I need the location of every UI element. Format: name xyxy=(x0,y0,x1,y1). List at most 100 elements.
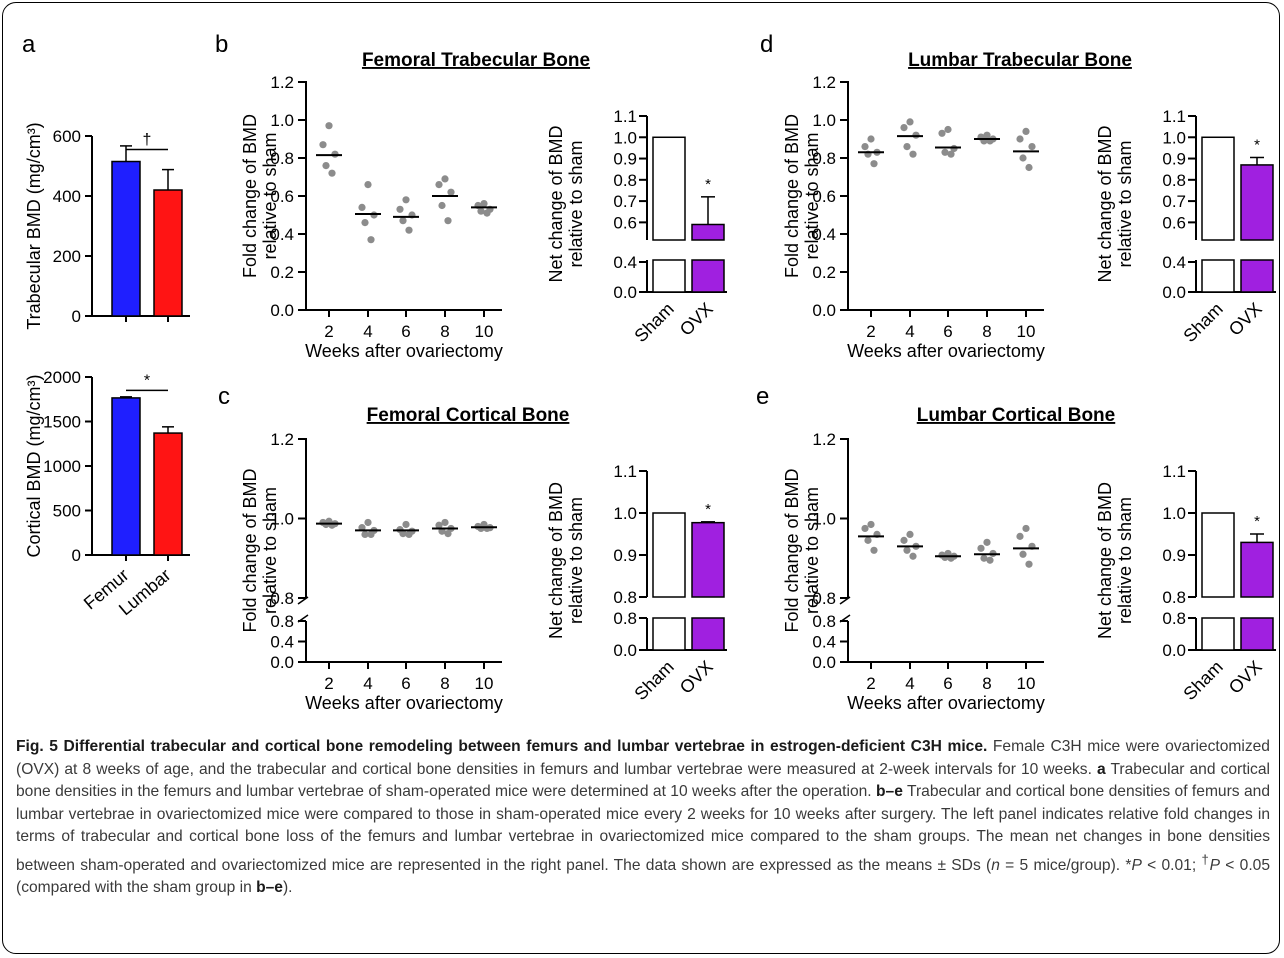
d-net-xtick-label-sham: Sham xyxy=(1179,299,1226,346)
d-scatter-point xyxy=(1028,143,1036,151)
a-top-ytick-label: 400 xyxy=(53,187,81,206)
e-scatter-point xyxy=(983,538,991,546)
b-net-ytick-label: 0.6 xyxy=(613,213,637,232)
b-scatter-ytick-label: 1.0 xyxy=(270,111,294,130)
b-scatter-ytick-label: 1.2 xyxy=(270,73,294,92)
e-scatter-title: Lumbar Cortical Bone xyxy=(917,405,1115,426)
e-net-ytick-label: 0.8 xyxy=(1162,609,1186,628)
c-net-xtick-label-sham: Sham xyxy=(630,657,677,704)
b-scatter-xtick-label: 10 xyxy=(475,322,494,341)
e-net-bar-sham-upper xyxy=(1201,512,1235,598)
b-scatter-ytick-label: 0.2 xyxy=(270,263,294,282)
d-scatter-xtick-label: 2 xyxy=(866,322,875,341)
d-net-ytick-label: 0.0 xyxy=(1162,283,1186,302)
b-scatter-point xyxy=(435,181,443,189)
c-scatter-xtick-label: 6 xyxy=(401,674,410,693)
e-scatter-xtick-label: 2 xyxy=(866,674,875,693)
e-scatter-xtick-label: 6 xyxy=(943,674,952,693)
c-net-bar-sham-lower xyxy=(652,617,686,651)
d-scatter-point xyxy=(941,148,949,156)
d-net-bar-ovx-upper xyxy=(1240,164,1274,241)
c-scatter-ytick-label: 0.4 xyxy=(270,633,294,652)
c-scatter-title: Femoral Cortical Bone xyxy=(367,405,570,426)
b-net-ytick-label: 0.4 xyxy=(613,253,637,272)
caption-sentence-4: = 5 mice/group). * xyxy=(999,856,1132,874)
c-net-ytick-label: 0.8 xyxy=(613,609,637,628)
d-scatter-ytick-label: 1.0 xyxy=(812,111,836,130)
c-scatter-point xyxy=(483,524,491,533)
e-scatter-point xyxy=(870,546,878,554)
d-scatter-point xyxy=(1025,163,1033,172)
d-scatter-point xyxy=(861,143,869,151)
d-scatter-point xyxy=(947,150,955,158)
e-scatter-ylabel-line2: relative to sham xyxy=(802,487,822,614)
caption-p1: P xyxy=(1131,856,1142,874)
caption-sentence-6: < 0.05 (compared with the sham group in xyxy=(16,856,1270,897)
panel-letter-a: a xyxy=(22,31,36,58)
a-top-bar-femur xyxy=(111,160,141,317)
e-scatter-point xyxy=(909,552,917,560)
d-scatter-point xyxy=(906,118,914,126)
a-bottom-bar-lumbar xyxy=(153,432,183,556)
a-bottom-ytick-label: 1500 xyxy=(43,413,81,432)
a-bottom-bar-femur xyxy=(111,397,141,556)
d-scatter-title: Lumbar Trabecular Bone xyxy=(908,50,1132,71)
d-net-ytick-label: 0.8 xyxy=(1162,171,1186,190)
e-scatter-ytick-label: 1.2 xyxy=(812,430,836,449)
panel-letter-d: d xyxy=(760,31,773,58)
e-net-ytick-label: 0.0 xyxy=(1162,641,1186,660)
figure-caption: Fig. 5 Differential trabecular and corti… xyxy=(16,736,1270,900)
c-net-ytick-label: 0.0 xyxy=(613,641,637,660)
b-net-ytick-label: 0.8 xyxy=(613,171,637,190)
d-scatter-point xyxy=(944,125,952,134)
c-scatter-point xyxy=(364,518,372,527)
e-net-xtick-label-sham: Sham xyxy=(1179,657,1226,704)
c-net-ytick-label: 0.9 xyxy=(613,546,637,565)
c-scatter-xlabel: Weeks after ovariectomy xyxy=(305,693,503,713)
d-net-bar-sham-lower xyxy=(1201,259,1235,293)
c-net-ylabel-line2: relative to sham xyxy=(566,497,586,624)
b-scatter-point xyxy=(483,209,491,217)
b-scatter-point xyxy=(480,200,488,208)
d-net-bar-ovx-lower xyxy=(1240,259,1274,293)
c-net-xtick-label-ovx: OVX xyxy=(676,657,717,698)
e-scatter-point xyxy=(903,546,911,554)
b-scatter-point xyxy=(444,217,452,225)
c-net-ytick-label: 1.0 xyxy=(613,504,637,523)
b-scatter-xtick-label: 2 xyxy=(324,322,333,341)
e-scatter-point xyxy=(1025,560,1033,568)
a-top-bar-lumbar xyxy=(153,189,183,317)
c-net-bar-sham-upper xyxy=(652,512,686,598)
b-net-ytick-label: 1.0 xyxy=(613,128,637,147)
d-net-ytick-label: 0.4 xyxy=(1162,253,1186,272)
b-scatter-ytick-label: 0.6 xyxy=(270,187,294,206)
d-scatter-ytick-label: 0.4 xyxy=(812,225,836,244)
b-net-bar-ovx-lower xyxy=(691,259,725,293)
b-net-ytick-label: 0.0 xyxy=(613,283,637,302)
b-net-bar-sham-lower xyxy=(652,259,686,293)
b-scatter-point xyxy=(367,236,375,244)
d-scatter-point xyxy=(1016,135,1024,143)
c-net-sig-marker: * xyxy=(705,501,711,518)
panel-letter-c: c xyxy=(218,383,230,410)
a-bottom-ylabel: Cortical BMD (mg/cm³) xyxy=(24,375,44,558)
c-scatter-point xyxy=(441,518,449,527)
e-scatter-point xyxy=(1022,524,1030,533)
c-scatter-point xyxy=(444,530,452,538)
d-scatter-xtick-label: 10 xyxy=(1017,322,1036,341)
b-scatter-xtick-label: 4 xyxy=(363,322,372,341)
d-scatter-xtick-label: 8 xyxy=(982,322,991,341)
b-scatter-point xyxy=(364,181,372,189)
e-scatter-point xyxy=(861,524,869,533)
c-scatter-ylabel-line1: Fold change of BMD xyxy=(240,468,260,632)
e-net-sig-marker: * xyxy=(1254,513,1260,530)
a-bottom-ytick-label: 500 xyxy=(53,502,81,521)
caption-label-a: a xyxy=(1097,760,1106,778)
b-scatter-ylabel-line1: Fold change of BMD xyxy=(240,114,260,278)
b-scatter-ytick-label: 0.8 xyxy=(270,149,294,168)
caption-sentence-5: < 0.01; xyxy=(1141,856,1202,874)
c-scatter-xtick-label: 8 xyxy=(440,674,449,693)
e-scatter-point xyxy=(906,530,914,539)
e-scatter-point xyxy=(867,520,875,529)
d-net-ylabel-line1: Net change of BMD xyxy=(1095,125,1115,282)
